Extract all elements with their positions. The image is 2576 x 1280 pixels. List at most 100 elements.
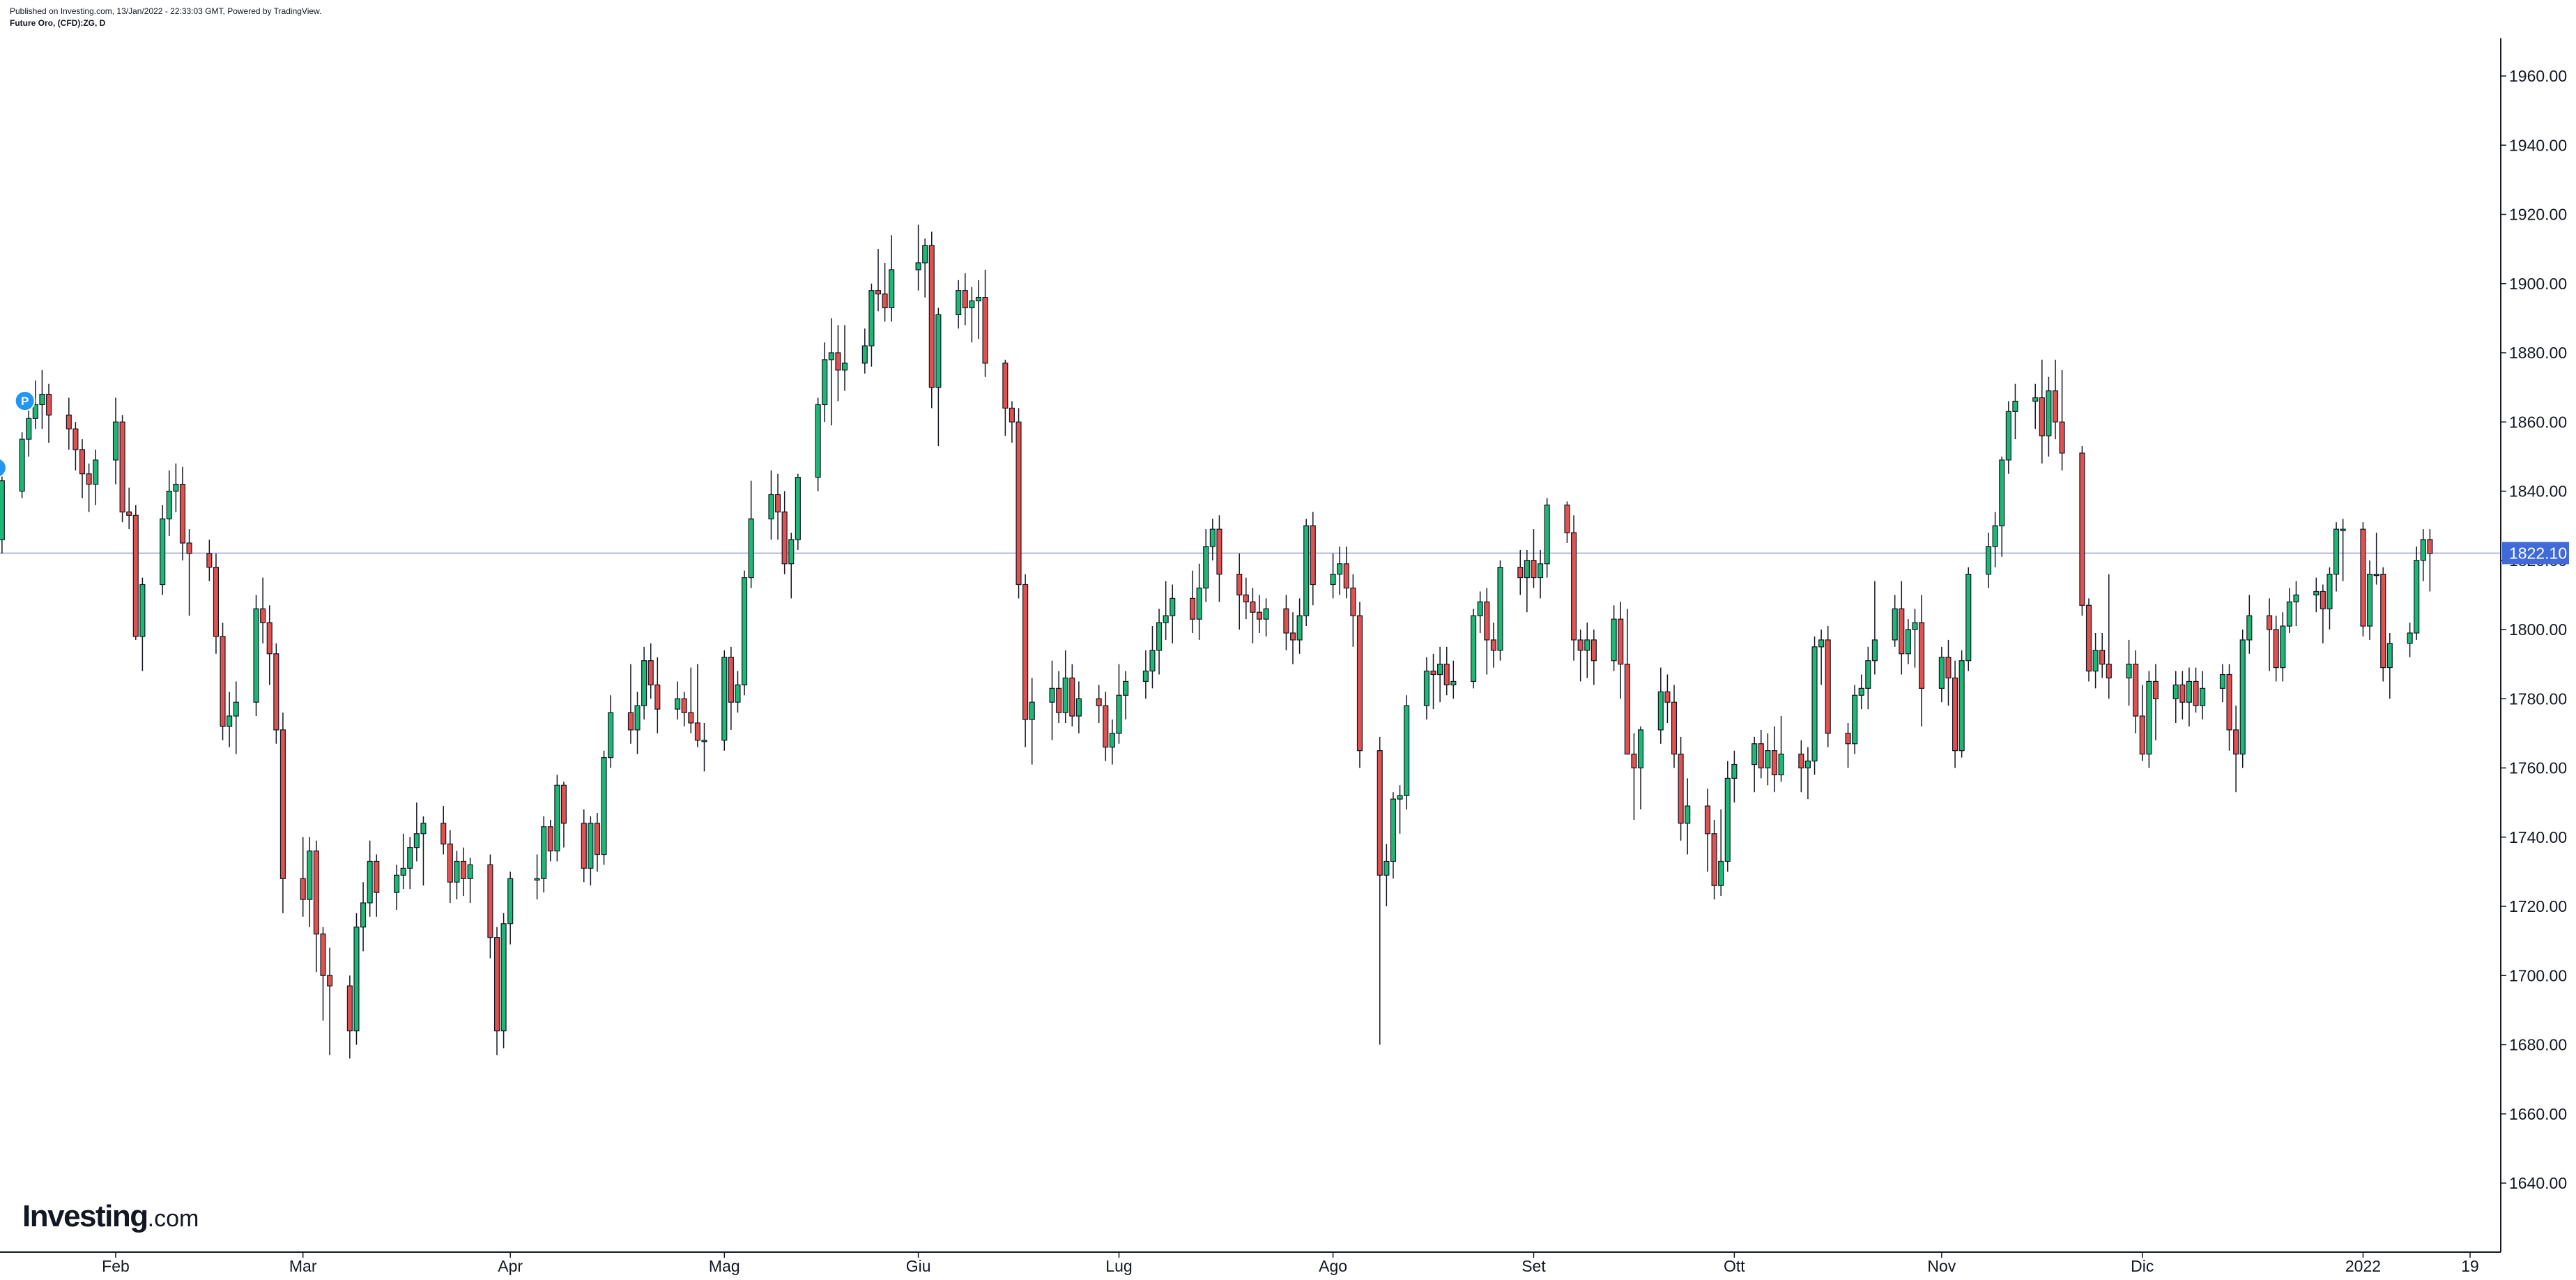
candle[interactable] [2246,595,2253,654]
candle[interactable] [2146,671,2152,768]
candle[interactable] [266,605,273,685]
candle[interactable] [768,470,774,540]
candle[interactable] [2032,383,2039,429]
candle[interactable] [420,816,427,886]
candle[interactable] [1865,646,1871,710]
candle[interactable] [1477,591,1483,633]
candle[interactable] [1196,563,1202,640]
candle[interactable] [1845,722,1851,768]
candle[interactable] [132,505,139,640]
candle[interactable] [1203,529,1209,602]
candle[interactable] [2059,369,2065,471]
candle[interactable] [2286,588,2292,633]
candle[interactable] [2340,519,2346,581]
candle[interactable] [493,927,500,1056]
candle[interactable] [93,449,99,505]
candle[interactable] [460,847,467,897]
candle[interactable] [962,273,968,326]
candle[interactable] [233,681,239,754]
candle[interactable] [253,595,259,717]
candle[interactable] [454,851,460,900]
candle[interactable] [728,646,734,730]
candle[interactable] [781,491,788,574]
candle[interactable] [601,750,607,865]
candle[interactable] [1531,529,1537,588]
candle[interactable] [788,533,795,599]
candle[interactable] [1590,630,1597,685]
candle[interactable] [982,269,988,377]
candle[interactable] [956,280,962,329]
p-marker[interactable]: P [0,457,7,478]
candle[interactable] [641,646,647,720]
candle[interactable] [694,664,700,747]
candle[interactable] [1149,626,1156,689]
candle[interactable] [45,383,52,443]
candle[interactable] [2373,533,2379,585]
candle[interactable] [220,623,226,740]
candle[interactable] [1624,609,1630,755]
candle[interactable] [882,262,888,322]
candle[interactable] [2273,616,2279,682]
candle[interactable] [1724,761,1731,872]
candle[interactable] [86,463,92,512]
candle[interactable] [2079,445,2085,616]
candle[interactable] [2226,664,2232,751]
candle[interactable] [1170,584,1176,643]
candle[interactable] [748,480,754,588]
candle[interactable] [2126,639,2132,706]
candle[interactable] [534,854,540,900]
candle[interactable] [915,224,921,291]
candle[interactable] [935,307,942,446]
candle[interactable] [1538,549,1544,599]
candle[interactable] [2360,522,2366,637]
candle[interactable] [1945,639,1952,706]
candle[interactable] [1123,671,1129,720]
candle[interactable] [928,231,935,409]
candle[interactable] [547,819,553,862]
candle[interactable] [1778,716,1784,782]
candle[interactable] [654,657,661,733]
candle[interactable] [1056,671,1062,723]
candle[interactable] [1938,646,1945,703]
candle[interactable] [507,871,514,945]
candle[interactable] [2092,632,2099,689]
candle[interactable] [975,280,982,340]
candle[interactable] [39,369,45,429]
candle[interactable] [1704,788,1711,872]
candle[interactable] [2039,359,2045,464]
candle[interactable] [2293,581,2299,627]
candle[interactable] [2333,522,2340,592]
candle[interactable] [2085,598,2092,682]
candle[interactable] [1664,674,1671,723]
candle[interactable] [1075,681,1082,733]
candle[interactable] [647,643,654,699]
candle[interactable] [828,318,834,426]
candle[interactable] [1484,588,1490,675]
candle[interactable] [681,692,687,726]
candle[interactable] [1611,605,1617,671]
candle[interactable] [2186,667,2192,726]
candle[interactable] [541,816,547,893]
candle[interactable] [1096,685,1102,723]
candle[interactable] [2326,567,2333,630]
candle[interactable] [594,813,601,872]
candle[interactable] [2179,671,2186,720]
candle[interactable] [1009,401,1015,443]
candle[interactable] [2313,577,2320,613]
candle[interactable] [1356,602,1363,768]
candle[interactable] [500,913,507,1049]
candle[interactable] [1765,733,1771,786]
candle[interactable] [1758,729,1764,779]
candle[interactable] [440,806,447,855]
candle[interactable] [1029,678,1035,765]
candle[interactable] [2219,664,2225,703]
candle[interactable] [627,664,634,744]
candle[interactable] [2239,630,2246,768]
candle[interactable] [1404,695,1410,810]
candle[interactable] [1156,609,1163,675]
candle[interactable] [1289,612,1296,664]
candle[interactable] [721,650,728,751]
candle[interactable] [2172,671,2179,723]
candle[interactable] [2200,671,2206,720]
candle[interactable] [0,463,5,554]
